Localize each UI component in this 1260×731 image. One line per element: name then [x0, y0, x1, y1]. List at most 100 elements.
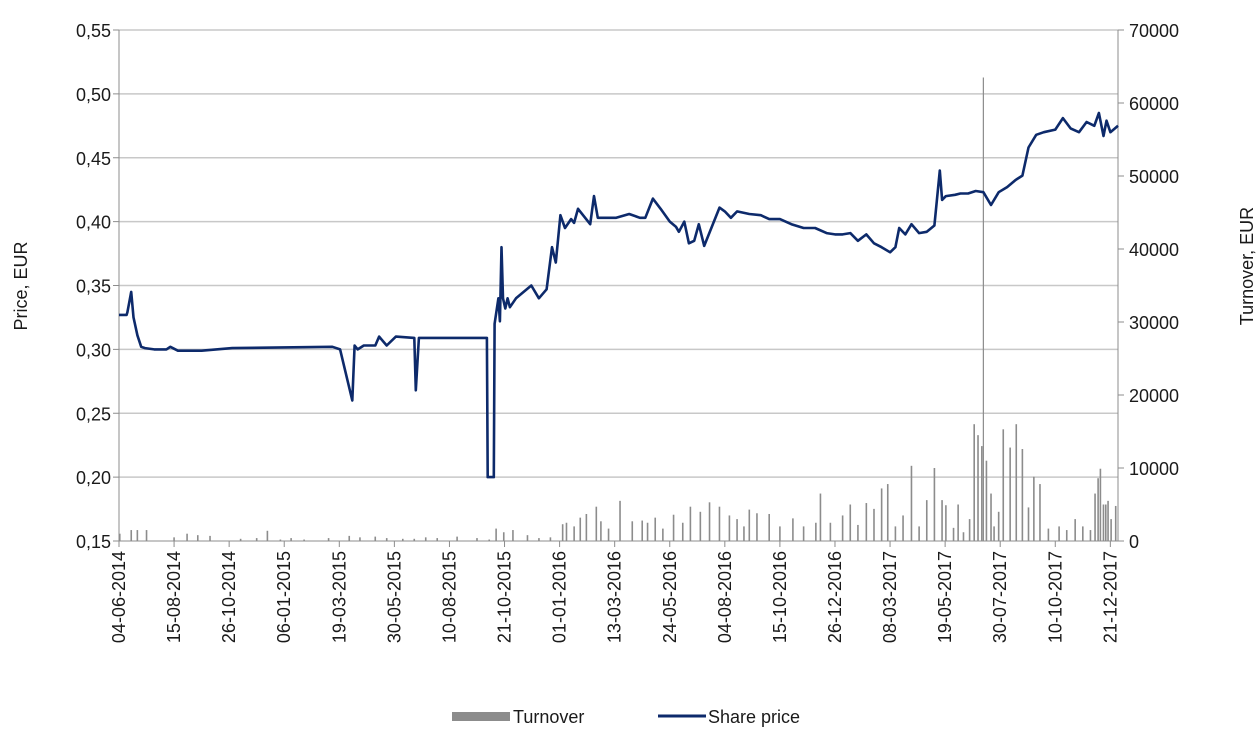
right-tick-label: 40000 — [1129, 240, 1179, 260]
turnover-bar — [374, 536, 377, 541]
turnover-bar — [512, 530, 514, 541]
turnover-bar — [802, 526, 805, 541]
x-tick-label: 10-08-2015 — [440, 551, 460, 643]
turnover-bar — [957, 504, 959, 541]
turnover-bar — [495, 528, 497, 541]
turnover-bar — [708, 502, 711, 541]
share-price-series — [119, 111, 1119, 479]
left-tick-label: 0,25 — [76, 404, 111, 424]
right-axis-title: Turnover, EUR — [1237, 207, 1257, 325]
turnover-bar — [401, 538, 404, 541]
turnover-bar — [849, 504, 852, 541]
turnover-bar — [1015, 424, 1018, 541]
turnover-bar — [973, 424, 975, 541]
x-tick-label: 06-01-2015 — [274, 551, 294, 643]
turnover-bar — [873, 508, 875, 541]
turnover-bar — [997, 511, 1000, 541]
right-tick-label: 0 — [1129, 532, 1139, 552]
turnover-bar — [962, 532, 965, 541]
turnover-bar — [327, 538, 330, 541]
turnover-bar — [266, 530, 269, 541]
turnover-bar — [549, 537, 552, 541]
x-tick-label: 19-03-2015 — [329, 551, 349, 643]
turnover-bar — [1094, 493, 1096, 541]
x-tick-label: 24-05-2016 — [660, 551, 680, 643]
turnover-bar — [1082, 526, 1084, 541]
turnover-series — [118, 77, 1117, 541]
x-tick-label: 08-03-2017 — [880, 551, 900, 643]
turnover-bar — [600, 521, 602, 541]
turnover-bar — [1027, 507, 1030, 541]
turnover-bar — [792, 518, 794, 541]
turnover-bar — [756, 513, 758, 541]
left-tick-label: 0,15 — [76, 532, 111, 552]
turnover-bar — [841, 515, 844, 541]
turnover-bar — [672, 514, 675, 541]
turnover-bar — [1102, 504, 1105, 541]
turnover-bar — [641, 520, 644, 541]
turnover-bar — [1033, 476, 1035, 541]
turnover-bar — [819, 493, 822, 541]
turnover-bar — [654, 517, 657, 541]
turnover-bar — [662, 528, 664, 541]
x-tick-label: 01-01-2016 — [550, 551, 570, 643]
turnover-bar — [993, 526, 995, 541]
turnover-bar — [646, 522, 649, 541]
turnover-bar — [145, 530, 148, 541]
x-tick-label: 21-10-2015 — [495, 551, 515, 643]
x-tick-label: 21-12-2017 — [1100, 551, 1120, 643]
x-tick-label: 30-07-2017 — [990, 551, 1010, 643]
turnover-bar — [699, 511, 702, 541]
turnover-bar — [1099, 468, 1102, 541]
turnover-bar — [1047, 528, 1050, 541]
legend-turnover-label: Turnover — [513, 707, 584, 727]
right-tick-label: 70000 — [1129, 21, 1179, 41]
turnover-bar — [952, 527, 955, 541]
turnover-bar — [209, 535, 211, 541]
turnover-bar — [894, 526, 897, 541]
turnover-bar — [981, 446, 983, 541]
turnover-bar — [990, 493, 992, 541]
turnover-bar — [1097, 478, 1099, 541]
turnover-bar — [488, 539, 491, 541]
turnover-bar — [476, 538, 478, 541]
turnover-bar — [1021, 449, 1024, 541]
turnover-bar — [779, 526, 781, 541]
x-tick-label: 04-06-2014 — [109, 551, 129, 643]
turnover-bar — [681, 522, 684, 541]
turnover-bar — [573, 526, 575, 541]
turnover-bar — [526, 535, 529, 541]
turnover-bar — [413, 538, 416, 541]
turnover-bar — [945, 505, 947, 541]
turnover-bar — [619, 500, 621, 541]
turnover-bar — [502, 532, 505, 541]
turnover-bar — [941, 500, 943, 541]
turnover-bar — [359, 537, 361, 541]
turnover-bar — [1107, 500, 1109, 541]
turnover-bar — [886, 484, 889, 541]
turnover-bar — [173, 537, 175, 541]
right-tick-label: 30000 — [1129, 313, 1179, 333]
left-tick-label: 0,30 — [76, 340, 111, 360]
turnover-bar — [968, 519, 971, 541]
turnover-bar — [918, 526, 920, 541]
left-axis-title: Price, EUR — [11, 241, 31, 330]
left-tick-label: 0,50 — [76, 85, 111, 105]
legend-price-label: Share price — [708, 707, 800, 727]
turnover-bar — [880, 488, 883, 541]
left-tick-label: 0,45 — [76, 149, 111, 169]
turnover-bar — [748, 509, 751, 541]
turnover-bar — [130, 530, 133, 541]
turnover-bar — [631, 521, 634, 541]
left-tick-label: 0,40 — [76, 213, 111, 233]
turnover-bar — [1089, 530, 1092, 541]
turnover-bar — [303, 539, 305, 541]
turnover-bar — [290, 538, 292, 541]
turnover-bar — [348, 535, 351, 541]
x-tick-label: 13-03-2016 — [605, 551, 625, 643]
turnover-bar — [196, 535, 199, 541]
turnover-bar — [136, 530, 139, 541]
x-tick-label: 30-05-2015 — [384, 551, 404, 643]
turnover-bar — [607, 528, 610, 541]
